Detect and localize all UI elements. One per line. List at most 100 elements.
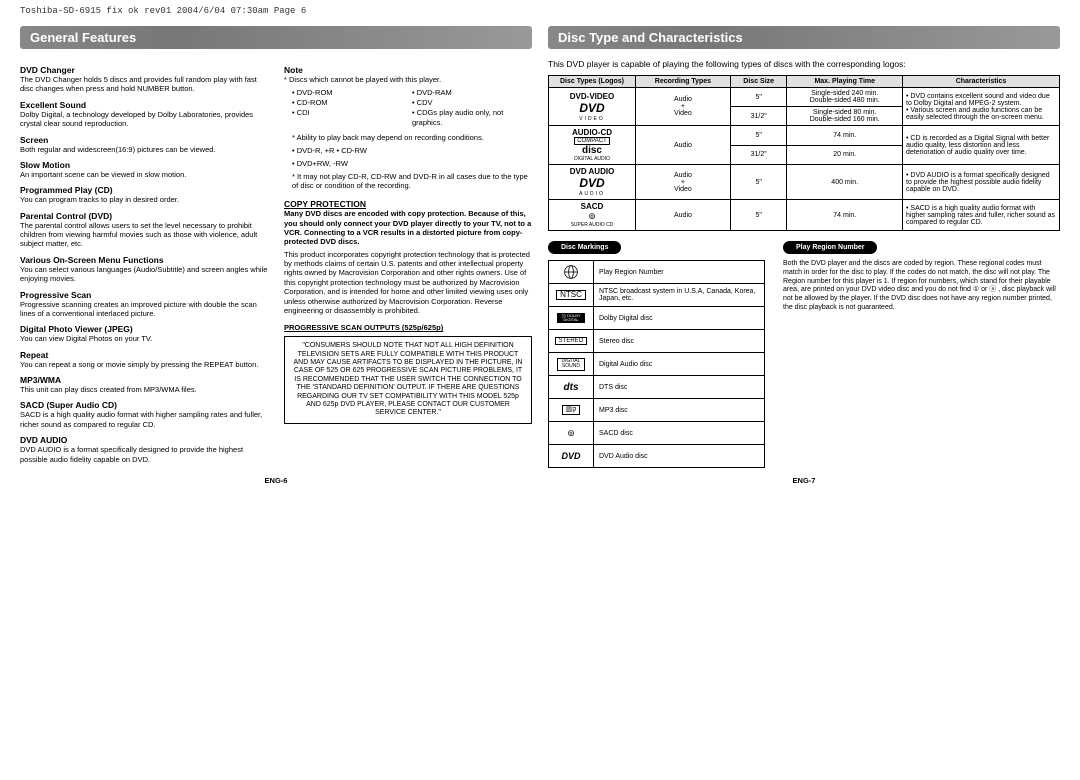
note-bullet: * Ability to play back may depend on rec… (292, 133, 532, 143)
playing-time-cell: 20 min. (787, 145, 903, 165)
disc-logo-cell: DVD AUDIODVDAUDIO (549, 165, 636, 200)
marking-text-cell: SACD disc (594, 422, 765, 445)
disc-size-cell: 31/2" (730, 107, 787, 126)
recording-type-cell: Audio + Video (636, 165, 731, 200)
disc-logo-cell: SACD⊚SUPER AUDIO CD (549, 200, 636, 231)
disc-logo-cell: AUDIO-CDCOMPACTdiscDIGITAL AUDIO (549, 126, 636, 165)
disc-table: Disc Types (Logos)Recording TypesDisc Si… (548, 75, 1060, 231)
feature-title: Progressive Scan (20, 290, 268, 300)
table-header: Disc Size (730, 76, 787, 88)
marking-icon-cell: NTSC (549, 284, 594, 307)
note-bullet: • DVD+RW, -RW (292, 159, 532, 169)
copy-protection-text: This product incorporates copyright prot… (284, 250, 532, 316)
recording-type-cell: Audio (636, 200, 731, 231)
markings-table: Play Region NumberNTSCNTSC broadcast sys… (548, 260, 765, 468)
marking-text-cell: MP3 disc (594, 399, 765, 422)
feature-title: Screen (20, 135, 268, 145)
region-text: Both the DVD player and the discs are co… (783, 260, 1060, 313)
marking-icon-cell: STEREO (549, 330, 594, 353)
feature-text: Both regular and widescreen(16:9) pictur… (20, 145, 268, 154)
note-disc-item: • CDGs play audio only, not graphics. (412, 108, 532, 128)
page-number-left: ENG-6 (20, 476, 532, 485)
marking-icon-cell: DIGITALSOUND (549, 353, 594, 376)
table-header: Disc Types (Logos) (549, 76, 636, 88)
note-bullets: * Ability to play back may depend on rec… (284, 133, 532, 191)
playing-time-cell: 74 min. (787, 200, 903, 231)
play-region-pill: Play Region Number (783, 241, 877, 254)
note-disc-item: • CDI (292, 108, 412, 128)
feature-text: The DVD Changer holds 5 discs and provid… (20, 75, 268, 94)
notes-column: Note * Discs which cannot be played with… (284, 59, 532, 468)
copy-protection-title: COPY PROTECTION (284, 199, 532, 209)
note-disc-item: • CDV (412, 98, 532, 108)
feature-title: Programmed Play (CD) (20, 185, 268, 195)
recording-type-cell: Audio (636, 126, 731, 165)
feature-title: Excellent Sound (20, 100, 268, 110)
progressive-scan-title: PROGRESSIVE SCAN OUTPUTS (525p/625p) (284, 323, 532, 332)
recording-type-cell: Audio + Video (636, 88, 731, 126)
feature-title: Parental Control (DVD) (20, 211, 268, 221)
disc-markings-pill: Disc Markings (548, 241, 621, 254)
note-disc-item: • DVD-ROM (292, 88, 412, 98)
note-disc-item: • CD-ROM (292, 98, 412, 108)
playing-time-cell: Single-sided 80 min. Double-sided 160 mi… (787, 107, 903, 126)
characteristics-cell: • DVD AUDIO is a format specifically des… (903, 165, 1060, 200)
marking-icon-cell: dts (549, 376, 594, 399)
feature-text: Dolby Digital, a technology developed by… (20, 110, 268, 129)
copy-protection-bold: Many DVD discs are encoded with copy pro… (284, 209, 532, 247)
feature-title: DVD AUDIO (20, 435, 268, 445)
disc-size-cell: 5" (730, 200, 787, 231)
table-header: Max. Playing Time (787, 76, 903, 88)
region-section: Play Region Number Both the DVD player a… (783, 231, 1060, 468)
note-title: Note (284, 65, 532, 75)
feature-title: Slow Motion (20, 160, 268, 170)
playing-time-cell: 74 min. (787, 126, 903, 146)
marking-text-cell: Play Region Number (594, 261, 765, 284)
feature-text: You can program tracks to play in desire… (20, 195, 268, 204)
note-disc-item: • DVD-RAM (412, 88, 532, 98)
general-features-title: General Features (20, 26, 532, 49)
marking-icon-cell (549, 261, 594, 284)
note-bullet: * It may not play CD-R, CD-RW and DVD-R … (292, 172, 532, 192)
marking-icon-cell: ▯▯ DOLBYDIGITAL (549, 307, 594, 330)
disc-type-title: Disc Type and Characteristics (548, 26, 1060, 49)
feature-text: DVD AUDIO is a format specifically desig… (20, 445, 268, 464)
note-bullet: • DVD-R, +R • CD-RW (292, 146, 532, 156)
marking-text-cell: DTS disc (594, 376, 765, 399)
marking-icon-cell: DVD (549, 445, 594, 468)
marking-icon-cell: ▥ק (549, 399, 594, 422)
disc-markings-section: Disc Markings Play Region NumberNTSCNTSC… (548, 231, 765, 468)
disc-size-cell: 5" (730, 126, 787, 146)
feature-title: DVD Changer (20, 65, 268, 75)
page-header: Toshiba-SD-6915 fix ok rev01 2004/6/04 0… (0, 0, 1080, 22)
note-disc-list: • DVD-ROM• DVD-RAM• CD-ROM• CDV• CDI• CD… (284, 88, 532, 127)
disc-size-cell: 5" (730, 88, 787, 107)
marking-text-cell: DVD Audio disc (594, 445, 765, 468)
disc-intro: This DVD player is capable of playing th… (548, 59, 1060, 69)
marking-text-cell: Dolby Digital disc (594, 307, 765, 330)
feature-text: An important scene can be viewed in slow… (20, 170, 268, 179)
marking-text-cell: NTSC broadcast system in U.S.A, Canada, … (594, 284, 765, 307)
table-header: Recording Types (636, 76, 731, 88)
feature-title: MP3/WMA (20, 375, 268, 385)
feature-text: The parental control allows users to set… (20, 221, 268, 249)
page-spread: General Features DVD ChangerThe DVD Chan… (0, 22, 1080, 493)
disc-size-cell: 31/2" (730, 145, 787, 165)
note-intro: * Discs which cannot be played with this… (284, 75, 532, 84)
feature-title: Various On-Screen Menu Functions (20, 255, 268, 265)
marking-icon-cell: ⊚ (549, 422, 594, 445)
feature-text: Progressive scanning creates an improved… (20, 300, 268, 319)
feature-text: You can view Digital Photos on your TV. (20, 334, 268, 343)
disc-logo-cell: DVD-VIDEODVDVIDEO (549, 88, 636, 126)
feature-text: This unit can play discs created from MP… (20, 385, 268, 394)
progressive-scan-box: "CONSUMERS SHOULD NOTE THAT NOT ALL HIGH… (284, 336, 532, 424)
table-header: Characteristics (903, 76, 1060, 88)
characteristics-cell: • CD is recorded as a Digital Signal wit… (903, 126, 1060, 165)
feature-title: SACD (Super Audio CD) (20, 400, 268, 410)
characteristics-cell: • DVD contains excellent sound and video… (903, 88, 1060, 126)
feature-title: Digital Photo Viewer (JPEG) (20, 324, 268, 334)
marking-text-cell: Digital Audio disc (594, 353, 765, 376)
marking-text-cell: Stereo disc (594, 330, 765, 353)
right-page: Disc Type and Characteristics This DVD p… (548, 26, 1060, 485)
playing-time-cell: Single-sided 240 min. Double-sided 480 m… (787, 88, 903, 107)
